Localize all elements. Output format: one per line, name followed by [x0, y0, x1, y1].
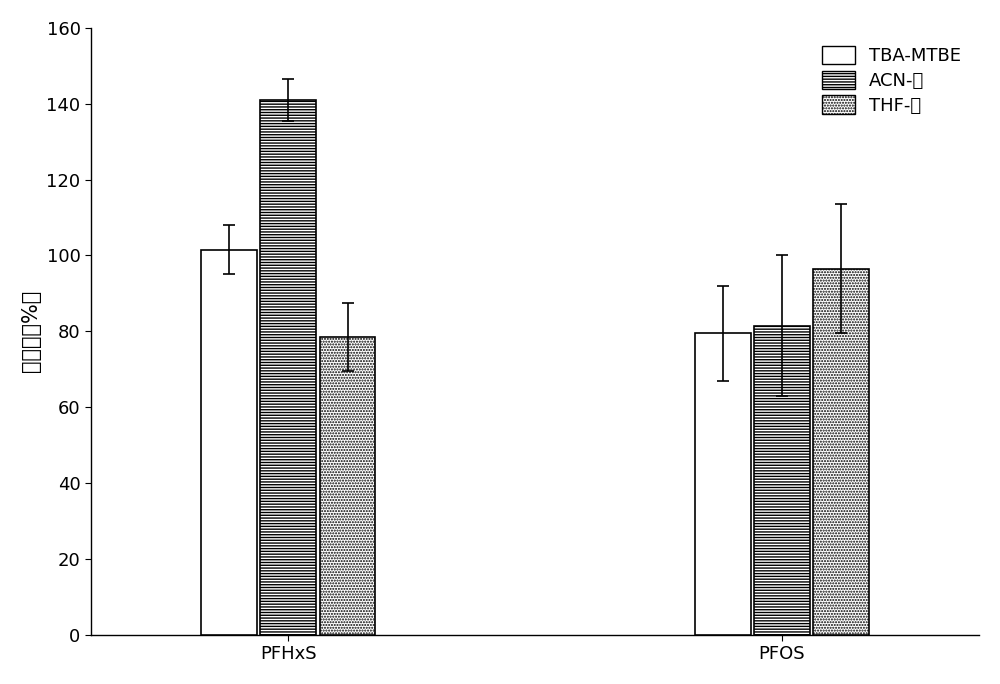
Bar: [260, 100, 316, 635]
Bar: [754, 326, 810, 635]
Y-axis label: 回收率（%）: 回收率（%）: [21, 290, 41, 372]
Bar: [695, 333, 751, 635]
Bar: [201, 250, 257, 635]
Legend: TBA-MTBE, ACN-水, THF-水: TBA-MTBE, ACN-水, THF-水: [813, 37, 970, 124]
Bar: [320, 337, 375, 635]
Bar: [813, 269, 869, 635]
